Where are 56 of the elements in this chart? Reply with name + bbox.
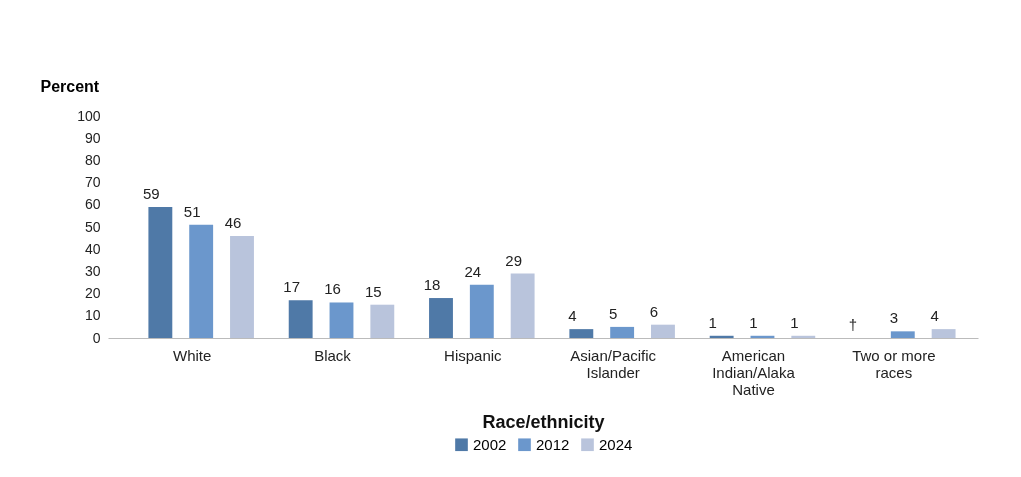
data-label: 1 (708, 313, 717, 331)
y-tick-label: 100 (77, 107, 101, 124)
bar (189, 224, 214, 338)
data-label: 15 (364, 282, 382, 300)
data-label: 6 (649, 302, 659, 320)
y-tick-label: 10 (84, 307, 101, 324)
data-label: 24 (464, 262, 482, 280)
bar (510, 273, 535, 338)
data-label: 1 (749, 313, 758, 331)
legend-label: 2002 (473, 435, 507, 453)
data-label: 1 (790, 313, 799, 331)
bar (329, 302, 354, 338)
data-label: 16 (324, 280, 341, 298)
legend-label: 2012 (536, 435, 570, 453)
bar (890, 331, 915, 338)
y-tick-label: 80 (84, 151, 101, 168)
bar (651, 324, 675, 338)
bar (931, 329, 956, 338)
data-label: 4 (930, 307, 939, 325)
bar (791, 335, 816, 338)
bar (610, 326, 635, 338)
text: † (848, 316, 858, 333)
data-label: 29 (505, 251, 522, 269)
x-tick-label: American Indian/Alaka Native (712, 346, 796, 398)
bar (288, 300, 313, 338)
x-tick-label: Hispanic (444, 346, 503, 364)
bar (370, 304, 395, 338)
x-axis-title: Race/ethnicity (482, 411, 605, 432)
data-label: 4 (568, 307, 577, 325)
data-label: 17 (283, 278, 301, 296)
data-label: 5 (608, 304, 618, 322)
x-tick-label: White (173, 346, 212, 364)
bar (709, 335, 734, 338)
legend-label: 2024 (599, 435, 633, 453)
x-tick-label: Two or more races (852, 346, 936, 381)
bar (230, 235, 254, 338)
x-tick-label: Asian/Pacific Islander (570, 346, 657, 381)
y-tick-label: 70 (84, 174, 101, 191)
data-label: 3 (889, 309, 898, 327)
data-label: 59 (143, 185, 160, 203)
bar (569, 329, 594, 338)
y-tick-label: 60 (84, 196, 101, 213)
y-tick-label: 50 (84, 218, 101, 235)
x-tick-label: Black (314, 346, 352, 364)
bar (148, 207, 173, 338)
y-tick-label: 40 (84, 240, 101, 257)
y-tick-label: 30 (84, 262, 101, 279)
y-tick-label: 90 (84, 129, 101, 146)
y-axis-title: Percent (40, 77, 100, 95)
data-label: 51 (183, 202, 201, 220)
bar (469, 284, 494, 338)
bar (429, 298, 453, 338)
data-label: 18 (423, 276, 441, 294)
y-tick-label: 20 (84, 285, 101, 302)
y-tick-label: 0 (92, 329, 101, 346)
data-label: 46 (224, 213, 242, 231)
